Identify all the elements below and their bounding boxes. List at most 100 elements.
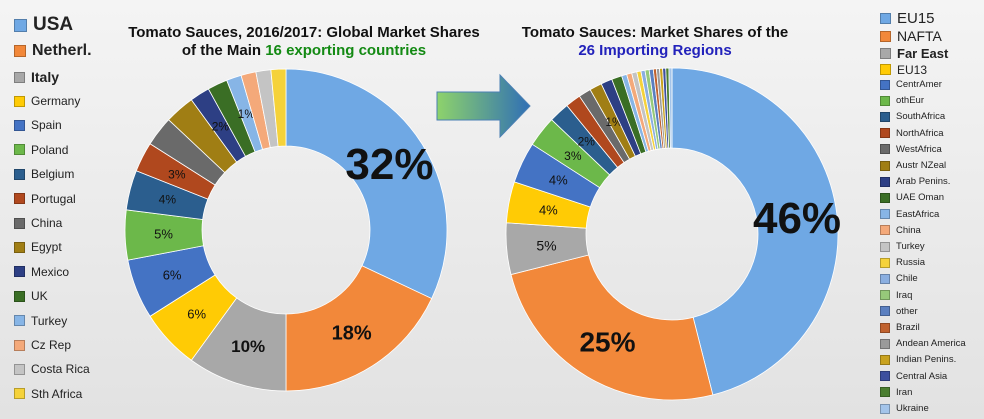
exporter-legend-swatch bbox=[14, 193, 25, 205]
importer-legend-swatch bbox=[880, 354, 890, 365]
exporter-slice-label: 4% bbox=[159, 193, 177, 207]
importer-slice-label: 5% bbox=[536, 237, 556, 253]
exporter-legend-item: China bbox=[14, 216, 62, 230]
exporter-slice-label: 2% bbox=[212, 120, 230, 134]
chart-title-exporters-line1: Tomato Sauces, 2016/2017: Global Market … bbox=[128, 24, 480, 41]
importer-legend-swatch bbox=[880, 128, 890, 139]
importer-legend-label: Iraq bbox=[896, 289, 913, 301]
importer-legend-item: Chile bbox=[880, 273, 918, 284]
importer-legend-label: Iran bbox=[896, 386, 913, 398]
exporter-legend-item: Turkey bbox=[14, 314, 67, 328]
importer-legend-label: Turkey bbox=[896, 241, 925, 252]
importer-slice-label: 3% bbox=[564, 149, 582, 163]
exporter-legend-item: Mexico bbox=[14, 265, 69, 279]
chart-title-importers-highlight: 26 Importing Regions bbox=[578, 42, 732, 59]
exporter-legend-swatch bbox=[14, 144, 25, 156]
exporter-slice-label: 32% bbox=[345, 140, 433, 189]
donut-exporters: 32%18%10%6%6%5%4%3%2%1% bbox=[124, 68, 448, 392]
importer-legend-label: Indian Penins. bbox=[896, 354, 957, 366]
exporter-legend-item: Egypt bbox=[14, 240, 62, 254]
importer-legend-item: othEur bbox=[880, 95, 924, 106]
exporter-legend-item: UK bbox=[14, 289, 48, 303]
exporter-legend-item: Cz Rep bbox=[14, 338, 71, 352]
exporter-slice-sth-africa bbox=[270, 68, 287, 147]
exporter-legend-swatch bbox=[14, 18, 27, 32]
importer-legend-item: Iran bbox=[880, 387, 912, 398]
importer-legend-swatch bbox=[880, 192, 890, 203]
importer-legend-item: SouthAfrica bbox=[880, 111, 945, 122]
importer-legend-item: other bbox=[880, 306, 918, 317]
exporter-legend-label: UK bbox=[31, 289, 48, 304]
exporter-legend-label: China bbox=[31, 216, 63, 230]
donut-importers: 46%25%5%4%4%3%2%1% bbox=[505, 67, 841, 401]
importer-legend-swatch bbox=[880, 371, 890, 382]
importer-slice-label: 25% bbox=[579, 327, 635, 358]
exporter-legend-label: Sth Africa bbox=[31, 386, 83, 401]
exporter-legend-swatch bbox=[14, 266, 25, 278]
importer-legend-label: Far East bbox=[897, 45, 949, 61]
exporter-slice-netherl bbox=[285, 265, 433, 392]
importer-legend-label: Central Asia bbox=[896, 370, 948, 382]
exporter-legend-item: Germany bbox=[14, 94, 80, 108]
exporter-slice-label: 3% bbox=[168, 167, 186, 181]
importer-legend-item: NorthAfrica bbox=[880, 128, 944, 139]
importer-legend-item: CentrAmer bbox=[880, 79, 942, 90]
importer-legend-swatch bbox=[880, 209, 890, 220]
exporter-legend-label: Cz Rep bbox=[31, 338, 72, 352]
importer-legend-label: NAFTA bbox=[897, 28, 942, 44]
importer-legend-label: UAE Oman bbox=[896, 192, 945, 204]
importer-legend-label: Chile bbox=[896, 273, 918, 285]
importer-legend-item: Brazil bbox=[880, 322, 920, 333]
importer-legend-swatch bbox=[880, 47, 891, 59]
importer-legend-item: Far East bbox=[880, 46, 948, 61]
exporter-slice-label: 10% bbox=[231, 337, 265, 356]
exporter-legend-label: Germany bbox=[31, 94, 81, 108]
exporter-legend-item: Spain bbox=[14, 118, 62, 132]
exporter-legend-item: Netherl. bbox=[14, 42, 92, 60]
exporter-legend-label: Mexico bbox=[31, 264, 70, 279]
right-arrow-icon bbox=[436, 73, 531, 139]
importer-legend-item: Andean America bbox=[880, 338, 966, 349]
importer-slice-eu15 bbox=[671, 67, 839, 396]
importer-legend-swatch bbox=[880, 30, 891, 42]
importer-legend-item: China bbox=[880, 225, 921, 236]
importer-legend-label: Andean America bbox=[896, 338, 966, 350]
exporter-legend-item: Poland bbox=[14, 143, 68, 157]
exporter-legend-item: USA bbox=[14, 14, 73, 36]
exporter-legend-item: Belgium bbox=[14, 167, 74, 181]
importer-legend-label: WestAfrica bbox=[896, 143, 942, 155]
exporter-legend-swatch bbox=[14, 241, 25, 253]
importer-legend-label: CentrAmer bbox=[896, 79, 942, 90]
exporter-slice-label: 18% bbox=[332, 322, 372, 344]
importer-slice-label: 4% bbox=[549, 172, 568, 187]
exporter-legend-swatch bbox=[14, 388, 25, 400]
importer-legend-swatch bbox=[880, 322, 890, 333]
importer-legend-swatch bbox=[880, 338, 890, 349]
importer-legend-swatch bbox=[880, 290, 890, 301]
importer-legend-label: Ukraine bbox=[896, 403, 929, 414]
importer-legend-swatch bbox=[880, 225, 890, 236]
importer-legend-swatch bbox=[880, 111, 890, 122]
exporter-legend-label: Poland bbox=[31, 142, 69, 157]
importer-legend-item: Arab Penins. bbox=[880, 176, 950, 187]
importer-legend-label: other bbox=[896, 305, 918, 317]
importer-legend-swatch bbox=[880, 64, 891, 75]
importer-legend-item: Indian Penins. bbox=[880, 354, 956, 365]
importer-legend-item: NAFTA bbox=[880, 28, 942, 44]
importer-legend-label: Arab Penins. bbox=[896, 176, 951, 188]
importer-legend-swatch bbox=[880, 257, 890, 268]
exporter-legend-item: Costa Rica bbox=[14, 362, 90, 376]
exporter-legend-label: Portugal bbox=[31, 191, 76, 206]
importer-legend-label: EastAfrica bbox=[896, 208, 940, 220]
exporter-slice-label: 6% bbox=[163, 268, 182, 283]
importer-legend-label: SouthAfrica bbox=[896, 111, 946, 123]
chart-title-importers: Tomato Sauces: Market Shares of the 26 I… bbox=[505, 24, 805, 60]
exporter-legend-swatch bbox=[14, 290, 25, 302]
importer-legend-swatch bbox=[880, 306, 890, 317]
importer-legend-item: Central Asia bbox=[880, 371, 947, 382]
exporter-legend-label: Netherl. bbox=[32, 42, 92, 59]
exporter-legend-item: Portugal bbox=[14, 192, 76, 206]
exporter-slice-label: 6% bbox=[187, 306, 206, 321]
importer-legend-item: UAE Oman bbox=[880, 192, 944, 203]
